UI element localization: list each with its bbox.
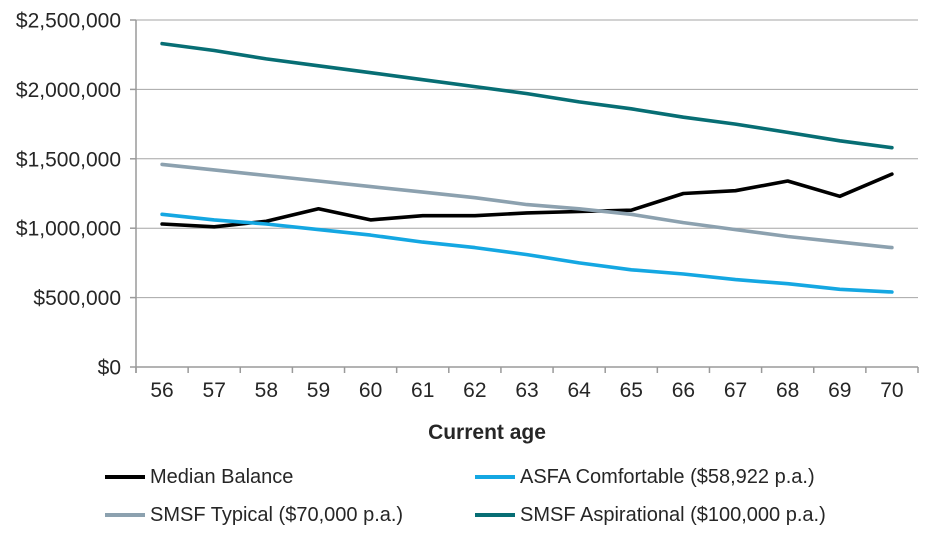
- legend-label: SMSF Typical ($70,000 p.a.): [150, 503, 404, 526]
- series-line-asfa-comfortable-58-922-p-a: [160, 212, 894, 294]
- series-line-median-balance: [160, 172, 894, 229]
- x-tick-label: 67: [724, 379, 747, 402]
- series-line-smsf-aspirational-100-000-p-a: [160, 41, 894, 150]
- x-tick-label: 62: [463, 379, 486, 402]
- x-tick-label: 66: [672, 379, 695, 402]
- x-tick-label: 69: [828, 379, 851, 402]
- y-tick-label: $500,000: [33, 287, 121, 310]
- line-chart-plot: $0 $500,000 $1,000,000 $1,500,000 $2,000,000…: [16, 10, 919, 402]
- legend-marker-asfa-comfortable: [475, 475, 515, 479]
- legend-label: Median Balance: [150, 465, 294, 488]
- x-tick-label: 64: [567, 379, 591, 402]
- legend-marker-median-balance: [105, 475, 145, 479]
- x-tick-label: 59: [307, 379, 330, 402]
- x-tick-label: 57: [203, 379, 226, 402]
- y-tick-label: $2,500,000: [16, 10, 121, 33]
- series-line-smsf-typical-70-000-p-a: [160, 162, 894, 250]
- legend-item-asfa-comfortable: ASFA Comfortable ($58,922 p.a.): [475, 464, 815, 490]
- x-axis-title: Current age: [428, 421, 546, 444]
- legend-label: SMSF Aspirational ($100,000 p.a.): [520, 503, 826, 526]
- y-tick-label: $2,000,000: [16, 79, 121, 102]
- legend-item-median-balance: Median Balance: [105, 464, 293, 490]
- legend-marker-smsf-aspirational: [475, 513, 515, 517]
- y-tick-label: $1,000,000: [16, 218, 121, 241]
- x-tick-label: 56: [150, 379, 173, 402]
- x-tick-label: 68: [776, 379, 799, 402]
- x-tick-label: 60: [359, 379, 382, 402]
- legend-label: ASFA Comfortable ($58,922 p.a.): [520, 465, 815, 488]
- x-tick-label: 70: [880, 379, 903, 402]
- legend-marker-smsf-typical: [105, 513, 145, 517]
- legend-item-smsf-typical: SMSF Typical ($70,000 p.a.): [105, 502, 403, 528]
- y-tick-label: $1,500,000: [16, 148, 121, 171]
- x-tick-label: 61: [411, 379, 434, 402]
- x-tick-label: 63: [515, 379, 538, 402]
- y-tick-label: $0: [98, 357, 121, 380]
- x-tick-label: 65: [620, 379, 643, 402]
- x-tick-label: 58: [255, 379, 278, 402]
- legend-item-smsf-aspirational: SMSF Aspirational ($100,000 p.a.): [475, 502, 826, 528]
